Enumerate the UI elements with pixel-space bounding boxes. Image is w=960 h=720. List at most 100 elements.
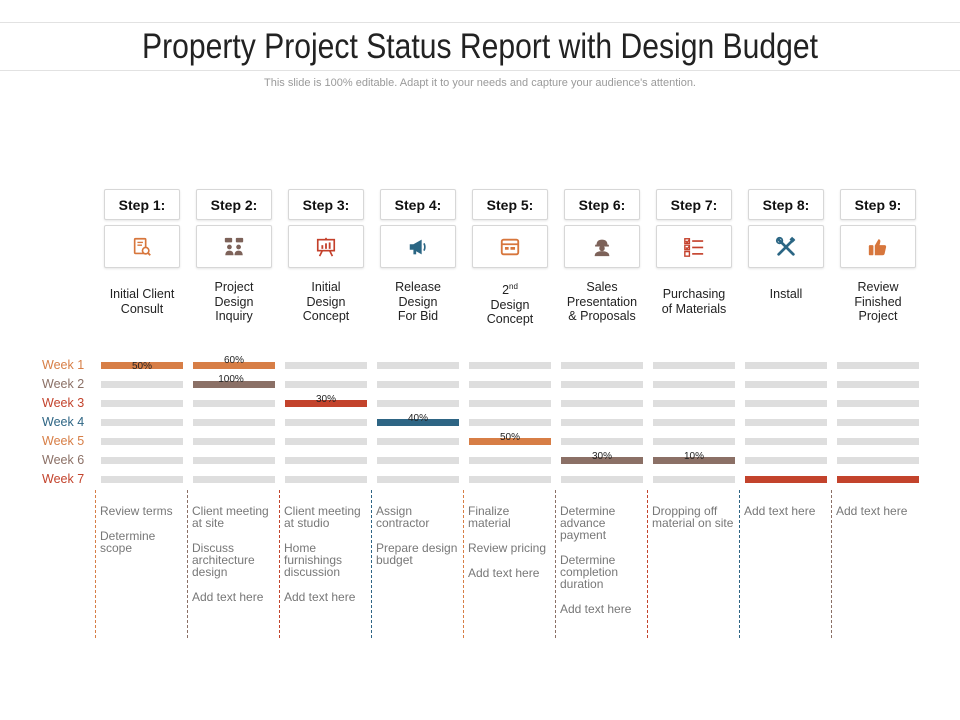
step-label-line: Design <box>490 297 530 312</box>
progress-track <box>377 476 459 483</box>
progress-bar <box>745 476 827 483</box>
step-label: Sales Presentation & Proposals <box>564 280 640 324</box>
week-label: Week 5 <box>42 434 85 448</box>
task-list: Review terms Determine scope <box>100 505 184 554</box>
week-label: Week 2 <box>42 377 85 391</box>
progress-track <box>101 457 183 464</box>
task-item: Determine scope <box>100 529 156 555</box>
column-divider <box>95 490 96 638</box>
step-label-line: Initial <box>311 280 341 294</box>
progress-track <box>377 457 459 464</box>
progress-track <box>193 400 275 407</box>
progress-track <box>377 381 459 388</box>
step-header: Step 1: <box>104 189 180 220</box>
step-column-9: Step 9: Review Finished Project <box>840 189 916 324</box>
step-header: Step 9: <box>840 189 916 220</box>
progress-track <box>193 476 275 483</box>
step-label: Review Finished Project <box>840 280 916 324</box>
task-item: Review pricing <box>468 541 547 555</box>
step-label: 2nd Design Concept <box>472 280 548 327</box>
progress-track <box>561 400 643 407</box>
progress-track <box>469 419 551 426</box>
progress-track <box>193 419 275 426</box>
step-column-6: Step 6: Sales Presentation & Proposals <box>564 189 640 324</box>
progress-bar <box>469 438 551 445</box>
title-rule <box>0 70 960 71</box>
task-item: Dropping off material on site <box>652 504 734 530</box>
step-label: Release Design For Bid <box>380 280 456 324</box>
progress-track <box>745 419 827 426</box>
progress-percent: 60% <box>223 355 244 366</box>
step-label-line: Consult <box>120 301 164 316</box>
step-label-line: of Materials <box>661 301 727 316</box>
task-item: Client meeting at site <box>192 504 269 530</box>
step-label-line: Design <box>306 294 346 309</box>
presentation-board-icon <box>288 225 364 268</box>
progress-bar <box>377 419 459 426</box>
task-item: Determine advance payment <box>560 504 616 542</box>
step-label-line: Design <box>398 294 438 309</box>
step-label-line: 2nd <box>502 282 518 298</box>
step-column-5: Step 5: 2nd Design Concept <box>472 189 548 327</box>
progress-track <box>653 400 735 407</box>
step-column-2: Step 2: Project Design Inquiry <box>196 189 272 324</box>
progress-track <box>837 419 919 426</box>
step-column-8: Step 8: Install <box>748 189 824 302</box>
task-item: Finalize material <box>468 504 511 530</box>
progress-track <box>745 438 827 445</box>
task-list: Client meeting at studio Home furnishings… <box>284 505 368 603</box>
progress-track <box>377 438 459 445</box>
task-list: Finalize material Review pricing Add text … <box>468 505 552 579</box>
worker-helmet-icon <box>564 225 640 268</box>
week-label: Week 6 <box>42 453 85 467</box>
step-label: Purchasing of Materials <box>656 287 732 316</box>
task-item: Home furnishings discussion <box>284 541 343 579</box>
task-list: Dropping off material on site <box>652 505 736 529</box>
progress-track <box>469 457 551 464</box>
progress-bar <box>193 381 275 388</box>
task-item: Add text here <box>836 504 908 518</box>
task-list: Add text here <box>744 505 828 517</box>
task-list: Client meeting at site Discuss architectu… <box>192 505 276 603</box>
task-item: Add text here <box>468 566 540 580</box>
step-label-line: Concept <box>486 312 534 327</box>
step-label-line: Design <box>214 294 254 309</box>
progress-percent: 30% <box>315 394 336 405</box>
task-item: Prepare design budget <box>376 541 458 567</box>
progress-track <box>653 476 735 483</box>
task-item: Review terms <box>100 504 173 518</box>
progress-track <box>377 400 459 407</box>
progress-track <box>193 438 275 445</box>
step-header: Step 2: <box>196 189 272 220</box>
progress-track <box>285 419 367 426</box>
meeting-people-icon <box>196 225 272 268</box>
column-divider <box>463 490 464 638</box>
step-column-4: Step 4: Release Design For Bid <box>380 189 456 324</box>
top-rule <box>0 22 960 23</box>
page-subtitle: This slide is 100% editable. Adapt it to… <box>264 77 696 89</box>
task-item: Discuss architecture design <box>192 541 255 579</box>
progress-track <box>193 457 275 464</box>
progress-track <box>561 438 643 445</box>
step-label-line: Review <box>857 280 899 294</box>
step-label-line: Initial Client <box>109 287 175 301</box>
progress-track <box>285 476 367 483</box>
task-list: Determine advance payment Determine compl… <box>560 505 644 615</box>
checklist-icon <box>656 225 732 268</box>
step-header: Step 4: <box>380 189 456 220</box>
progress-track <box>745 457 827 464</box>
task-item: Determine completion duration <box>560 553 619 591</box>
progress-track <box>469 476 551 483</box>
step-label-line: Presentation <box>566 294 638 309</box>
progress-track <box>101 419 183 426</box>
progress-bar <box>285 400 367 407</box>
step-label-line: & Proposals <box>568 309 636 323</box>
progress-track <box>837 362 919 369</box>
progress-track <box>745 381 827 388</box>
progress-track <box>653 419 735 426</box>
step-label-line: Finished <box>854 294 902 309</box>
progress-track <box>837 381 919 388</box>
step-label: Project Design Inquiry <box>196 280 272 324</box>
progress-track <box>285 362 367 369</box>
progress-percent: 50% <box>131 361 152 372</box>
